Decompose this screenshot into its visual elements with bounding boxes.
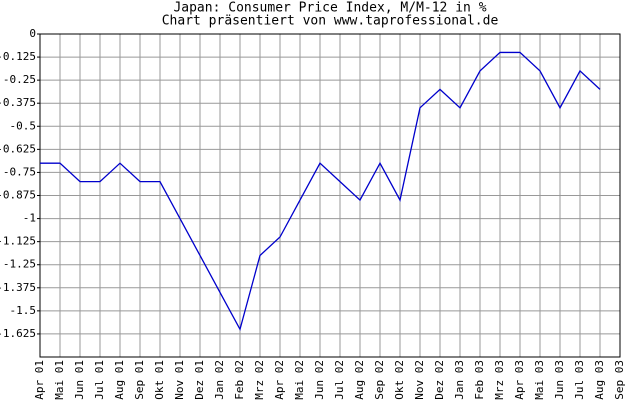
plot-border: [39, 33, 621, 358]
y-tick-label: 0: [29, 27, 36, 40]
y-tick-label: -1.25: [3, 258, 36, 271]
x-tick-label: Jul 01: [93, 360, 106, 400]
x-tick-label: Jun 02: [313, 360, 326, 400]
y-tick-label: -0.875: [0, 189, 36, 202]
x-tick-label: Jan 03: [453, 360, 466, 400]
x-tick-label: Jul 03: [573, 360, 586, 400]
chart-title: Japan: Consumer Price Index, M/M-12 in %: [173, 1, 486, 16]
y-tick-label: -0.375: [0, 96, 36, 109]
y-tick-label: -0.75: [3, 165, 36, 178]
x-tick-label: Mrz 02: [253, 360, 266, 400]
x-tick-label: Apr 01: [33, 360, 46, 400]
y-tick-label: -1.375: [0, 281, 36, 294]
x-tick-label: Dez 01: [193, 360, 206, 400]
y-tick-label: -0.625: [0, 142, 36, 155]
x-tick-label: Aug 01: [113, 360, 126, 400]
y-tick-label: -0.125: [0, 50, 36, 63]
x-tick-label: Okt 02: [393, 360, 406, 400]
x-tick-label: Okt 01: [153, 360, 166, 400]
x-tick-label: Mai 03: [533, 360, 546, 400]
x-tick-label: Apr 03: [513, 360, 526, 400]
x-tick-label: Jun 01: [73, 360, 86, 400]
x-tick-label: Feb 02: [233, 360, 246, 400]
y-tick-label: -0.25: [3, 73, 36, 86]
x-tick-label: Mrz 03: [493, 360, 506, 400]
x-tick-label: Jun 03: [553, 360, 566, 400]
x-tick-label: Sep 03: [613, 360, 626, 400]
y-tick-label: -1.125: [0, 235, 36, 248]
x-tick-label: Mai 02: [293, 360, 306, 400]
x-tick-label: Feb 03: [473, 360, 486, 400]
line-series: [40, 51, 601, 332]
x-tick-label: Jan 02: [213, 360, 226, 400]
y-tick-label: -0.5: [10, 119, 37, 132]
chart-subtitle: Chart präsentiert von www.taprofessional…: [162, 14, 499, 29]
y-tick-label: -1.5: [10, 304, 37, 317]
x-tick-label: Aug 03: [593, 360, 606, 400]
x-tick-label: Nov 02: [413, 360, 426, 400]
x-tick-label: Jul 02: [333, 360, 346, 400]
y-tick-label: -1: [23, 212, 36, 225]
x-tick-label: Dez 02: [433, 360, 446, 400]
x-tick-label: Apr 02: [273, 360, 286, 400]
x-tick-label: Sep 02: [373, 360, 386, 400]
x-tick-label: Nov 01: [173, 360, 186, 400]
y-tick-label: -1.625: [0, 327, 36, 340]
x-tick-label: Aug 02: [353, 360, 366, 400]
x-tick-label: Mai 01: [53, 360, 66, 400]
x-tick-label: Sep 01: [133, 360, 146, 400]
